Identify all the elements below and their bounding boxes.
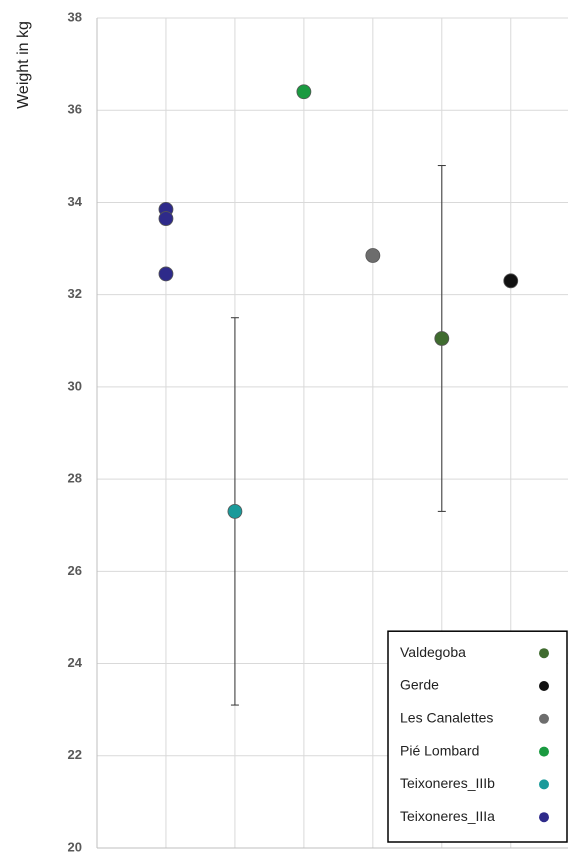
y-tick-label: 20	[68, 839, 82, 854]
y-axis-label: Weight in kg	[15, 21, 32, 109]
point	[434, 331, 450, 346]
legend-marker	[539, 713, 549, 724]
legend-label: Valdegoba	[400, 644, 466, 660]
point	[158, 266, 174, 282]
legend-marker	[539, 681, 549, 691]
legend-label: Les Canalettes	[400, 710, 493, 726]
y-tick-label: 22	[68, 747, 82, 762]
legend-label: Pié Lombard	[400, 742, 479, 758]
point	[158, 211, 174, 226]
y-tick-label: 24	[68, 655, 83, 670]
point	[227, 503, 243, 519]
y-tick-label: 34	[68, 194, 83, 209]
point	[503, 273, 519, 289]
legend-label: Gerde	[400, 677, 439, 693]
legend-marker	[539, 779, 549, 790]
legend-box	[387, 630, 568, 843]
legend-marker	[539, 648, 549, 659]
y-tick-label: 30	[68, 378, 82, 393]
y-tick-label: 38	[68, 9, 82, 24]
y-tick-label: 26	[68, 563, 82, 578]
point	[365, 248, 381, 263]
y-tick-label: 36	[68, 102, 82, 117]
legend-label: Teixoneres_IIIa	[400, 808, 495, 824]
y-tick-label: 28	[68, 471, 82, 486]
legend-marker	[539, 746, 549, 757]
legend-marker	[539, 812, 549, 823]
legend-label: Teixoneres_IIIb	[400, 775, 495, 791]
y-tick-label: 32	[68, 286, 82, 301]
point	[296, 84, 312, 100]
